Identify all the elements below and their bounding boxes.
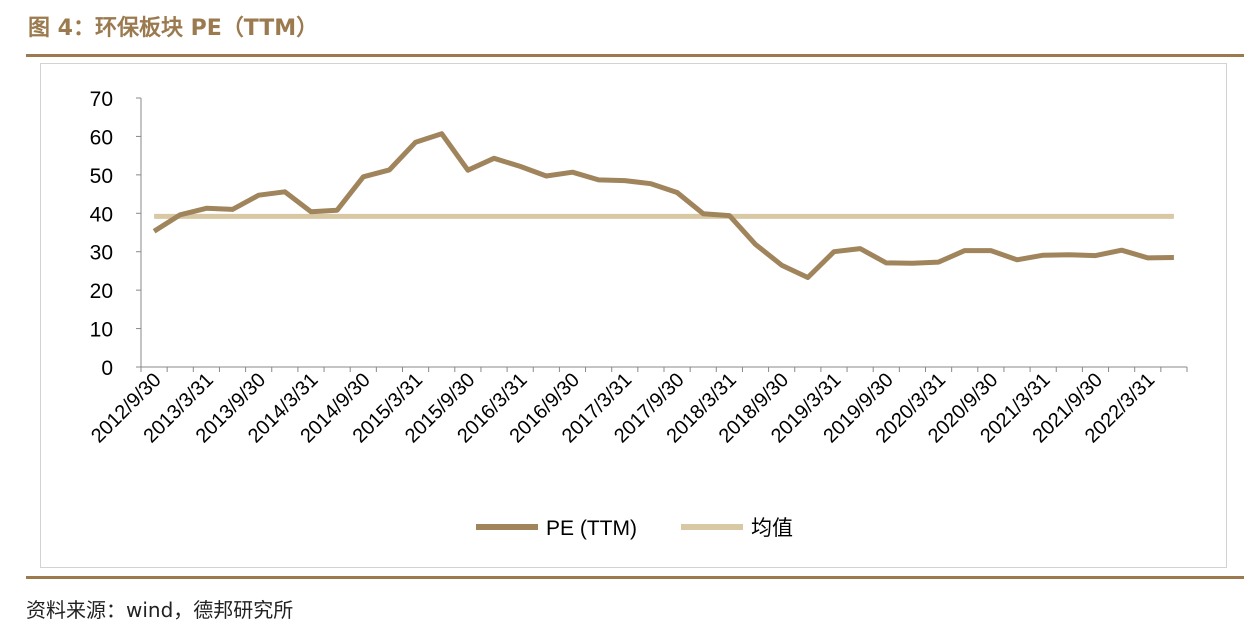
legend: PE (TTM) 均值	[476, 517, 793, 540]
series-line-pe-ttm	[152, 131, 1174, 280]
y-tick-label: 0	[101, 357, 113, 380]
x-tick-labels: 2012/9/302013/3/312013/9/302014/3/312014…	[87, 369, 1159, 447]
top-rule	[26, 54, 1244, 57]
axes	[136, 97, 1188, 372]
chart-frame	[40, 63, 1227, 568]
series-layer	[152, 131, 1174, 280]
y-tick-label: 50	[90, 165, 113, 188]
y-tick-label: 60	[90, 126, 113, 149]
y-tick-label: 40	[90, 203, 113, 226]
y-tick-labels: 0 10 20 30 40 50 60 70	[90, 88, 113, 380]
source-note: 资料来源：wind，德邦研究所	[26, 598, 294, 622]
legend-label-mean: 均值	[751, 517, 793, 540]
legend-label-pe-ttm: PE (TTM)	[546, 517, 637, 540]
y-tick-label: 70	[90, 88, 113, 111]
bottom-rule	[26, 576, 1244, 579]
y-tick-label: 20	[90, 280, 113, 303]
y-tick-label: 30	[90, 242, 113, 265]
y-tick-label: 10	[90, 319, 113, 342]
figure-title: 图 4：环保板块 PE（TTM）	[28, 16, 319, 41]
